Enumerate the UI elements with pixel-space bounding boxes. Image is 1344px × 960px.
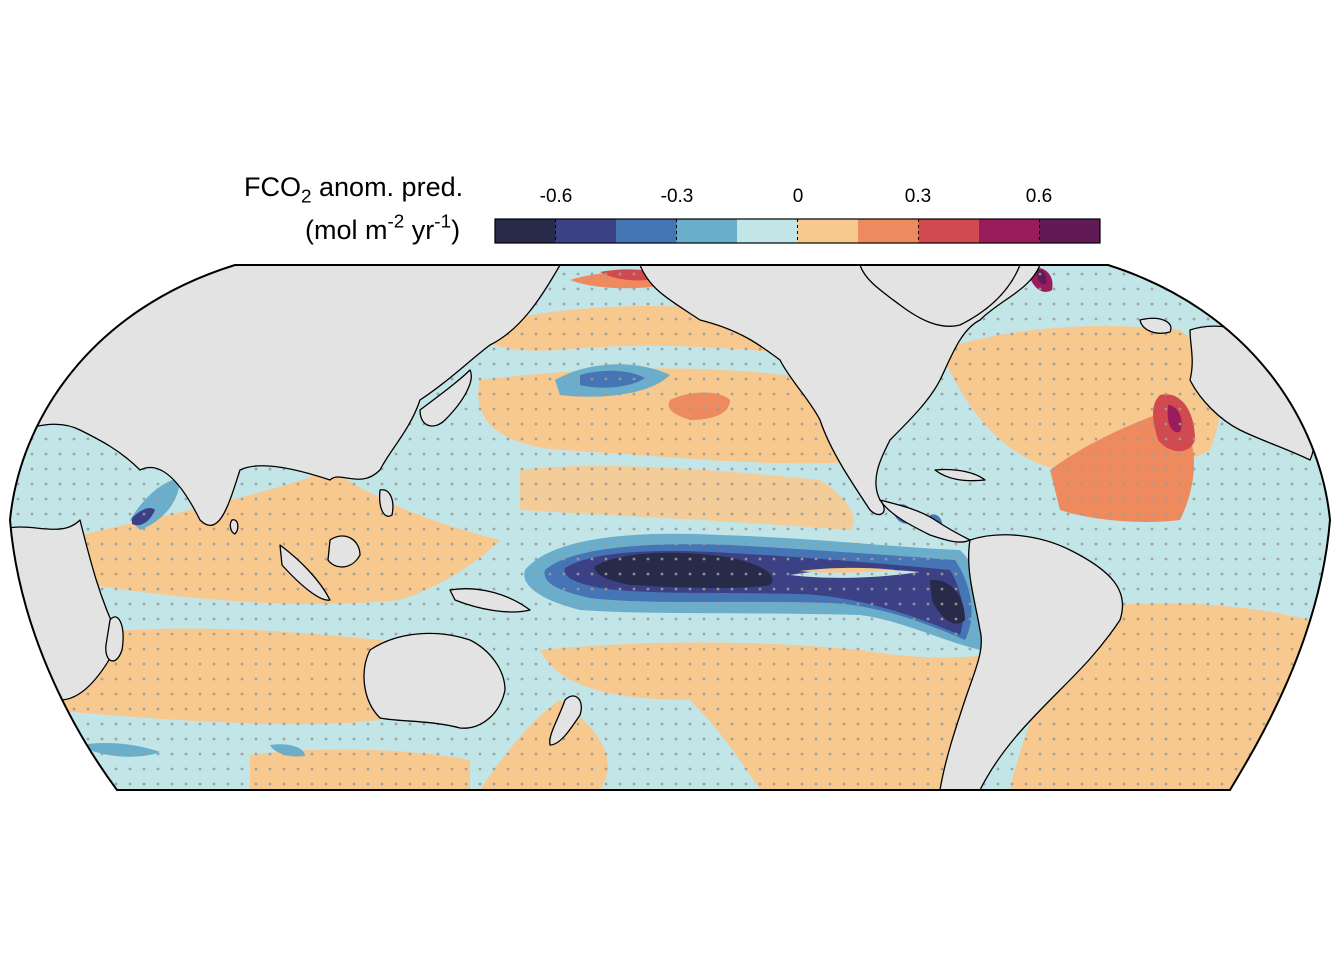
colorbar-cell bbox=[737, 219, 798, 243]
sri-lanka bbox=[229, 519, 239, 535]
cuba bbox=[934, 468, 986, 482]
colorbar-tick-label: 0.3 bbox=[904, 186, 932, 207]
iceland bbox=[1139, 317, 1172, 334]
land bbox=[10, 265, 1315, 790]
map-frame bbox=[8, 264, 1332, 791]
colorbar-tick-label: -0.3 bbox=[660, 186, 694, 207]
legend-units: (mol m-2 yr-1) bbox=[305, 211, 461, 245]
colorbar-cell bbox=[616, 219, 677, 243]
colorbar-tick-label: -0.6 bbox=[539, 186, 573, 207]
australia bbox=[363, 632, 506, 729]
legend-title: FCO2 anom. pred. bbox=[244, 172, 464, 208]
colorbar-cell bbox=[979, 219, 1040, 243]
sumatra bbox=[279, 544, 331, 601]
colorbar-cell bbox=[676, 219, 737, 243]
borneo bbox=[327, 535, 361, 568]
colorbar-cell bbox=[918, 219, 979, 243]
japan bbox=[419, 369, 472, 427]
colorbar-cell bbox=[797, 219, 858, 243]
colorbar-cell bbox=[495, 219, 556, 243]
north-america bbox=[639, 265, 1041, 516]
colorbar-tick-label: 0.6 bbox=[1025, 186, 1053, 207]
philippines bbox=[379, 489, 394, 517]
colorbar-tick-label: 0 bbox=[792, 186, 804, 207]
colorbar bbox=[494, 218, 1101, 244]
new-zealand bbox=[549, 695, 582, 746]
greenland bbox=[859, 265, 1021, 327]
colorbar-cell bbox=[555, 219, 616, 243]
new-guinea bbox=[449, 588, 531, 613]
madagascar bbox=[105, 616, 124, 662]
colorbar-cell bbox=[1039, 219, 1100, 243]
colorbar-frame bbox=[494, 218, 1101, 244]
colorbar-cell bbox=[858, 219, 919, 243]
south-america bbox=[939, 534, 1124, 790]
eurasia-africa-landmass bbox=[10, 265, 561, 527]
